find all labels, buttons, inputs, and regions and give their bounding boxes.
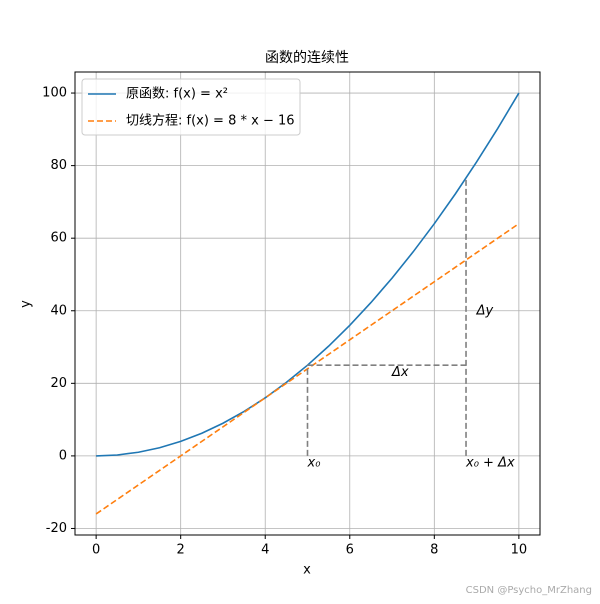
y-tick-label: 80 — [50, 158, 67, 173]
plot-frame — [74, 71, 541, 536]
y-tick-label: 40 — [50, 303, 67, 318]
chart-title: 函数的连续性 — [265, 49, 349, 66]
y-tick-label: 60 — [50, 231, 67, 246]
x-tick-label: 6 — [346, 543, 354, 558]
x-tick-label: 2 — [177, 543, 185, 558]
legend-label: 切线方程: f(x) = 8 * x − 16 — [126, 113, 295, 129]
x-axis-label: x — [303, 563, 311, 578]
series-line — [95, 223, 520, 515]
annotation: Δx — [391, 365, 409, 380]
annotation: x₀ — [307, 456, 322, 471]
y-tick-label: 20 — [50, 376, 67, 391]
legend-label: 原函数: f(x) = x² — [126, 87, 228, 102]
y-tick-label: 0 — [59, 448, 67, 463]
y-tick-label: 100 — [42, 86, 67, 101]
y-tick-label: -20 — [46, 521, 67, 536]
legend-box — [81, 78, 301, 136]
y-axis-label: y — [19, 300, 34, 308]
x-tick-label: 10 — [511, 543, 528, 558]
watermark: CSDN @Psycho_MrZhang — [466, 585, 592, 596]
annotation: x₀ + Δx — [465, 456, 515, 471]
x-tick-label: 0 — [92, 543, 100, 558]
annotation: Δy — [476, 303, 494, 318]
x-tick-label: 4 — [261, 543, 269, 558]
x-tick-label: 8 — [430, 543, 438, 558]
